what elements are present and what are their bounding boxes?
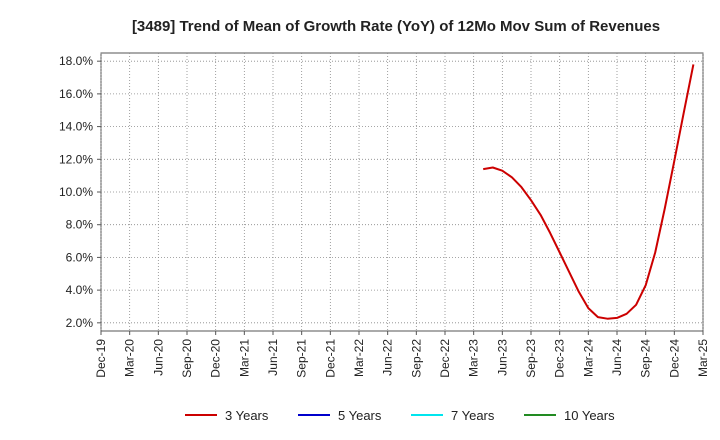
legend-label-1: 3 Years bbox=[225, 408, 269, 423]
x-tick-label: Jun-22 bbox=[381, 339, 395, 376]
x-tick-label: Jun-21 bbox=[266, 339, 280, 376]
x-tick-label: Sep-20 bbox=[180, 339, 194, 378]
x-tick-label: Mar-23 bbox=[467, 339, 481, 377]
grid bbox=[100, 53, 704, 331]
x-tick-label: Jun-24 bbox=[610, 339, 624, 376]
x-tick-label: Jun-23 bbox=[495, 339, 509, 376]
y-tick-label: 16.0% bbox=[59, 87, 93, 101]
y-tick-label: 10.0% bbox=[59, 185, 93, 199]
x-tick-label: Dec-24 bbox=[667, 339, 681, 378]
y-tick-label: 6.0% bbox=[66, 250, 94, 264]
y-tick-label: 18.0% bbox=[59, 54, 93, 68]
y-tick-label: 12.0% bbox=[59, 152, 93, 166]
x-tick-label: Mar-24 bbox=[581, 339, 595, 377]
x-tick-label: Sep-23 bbox=[524, 339, 538, 378]
chart-title: [3489] Trend of Mean of Growth Rate (YoY… bbox=[132, 18, 660, 35]
y-tick-label: 8.0% bbox=[66, 218, 94, 232]
x-tick-label: Dec-19 bbox=[94, 339, 108, 378]
legend: 3 Years 5 Years 7 Years 10 Years bbox=[185, 408, 615, 423]
x-tick-label: Dec-23 bbox=[553, 339, 567, 378]
y-axis: 2.0% 4.0% 6.0% 8.0% 10.0% 12.0% 14.0% 16.0% 18.0… bbox=[59, 54, 101, 330]
x-tick-label: Jun-20 bbox=[151, 339, 165, 376]
legend-label-4: 10 Years bbox=[564, 408, 615, 423]
x-tick-label: Mar-22 bbox=[352, 339, 366, 377]
x-tick-label: Dec-22 bbox=[438, 339, 452, 378]
x-tick-label: Mar-25 bbox=[696, 339, 710, 377]
series-group bbox=[483, 64, 695, 320]
x-tick-label: Mar-20 bbox=[123, 339, 137, 377]
x-tick-label: Sep-21 bbox=[295, 339, 309, 378]
x-tick-label: Mar-21 bbox=[237, 339, 251, 377]
y-tick-label: 4.0% bbox=[66, 283, 94, 297]
y-tick-label: 2.0% bbox=[66, 316, 94, 330]
legend-label-2: 5 Years bbox=[338, 408, 382, 423]
x-tick-label: Dec-21 bbox=[323, 339, 337, 378]
x-tick-label: Sep-22 bbox=[409, 339, 423, 378]
y-tick-label: 14.0% bbox=[59, 120, 93, 134]
series-line-1 bbox=[483, 64, 695, 320]
legend-label-3: 7 Years bbox=[451, 408, 495, 423]
x-tick-label: Sep-24 bbox=[639, 339, 653, 378]
x-tick-label: Dec-20 bbox=[209, 339, 223, 378]
x-axis: Dec-19 Mar-20 Jun-20 Sep-20 Dec-20 Mar-21 Jun-… bbox=[94, 331, 710, 378]
